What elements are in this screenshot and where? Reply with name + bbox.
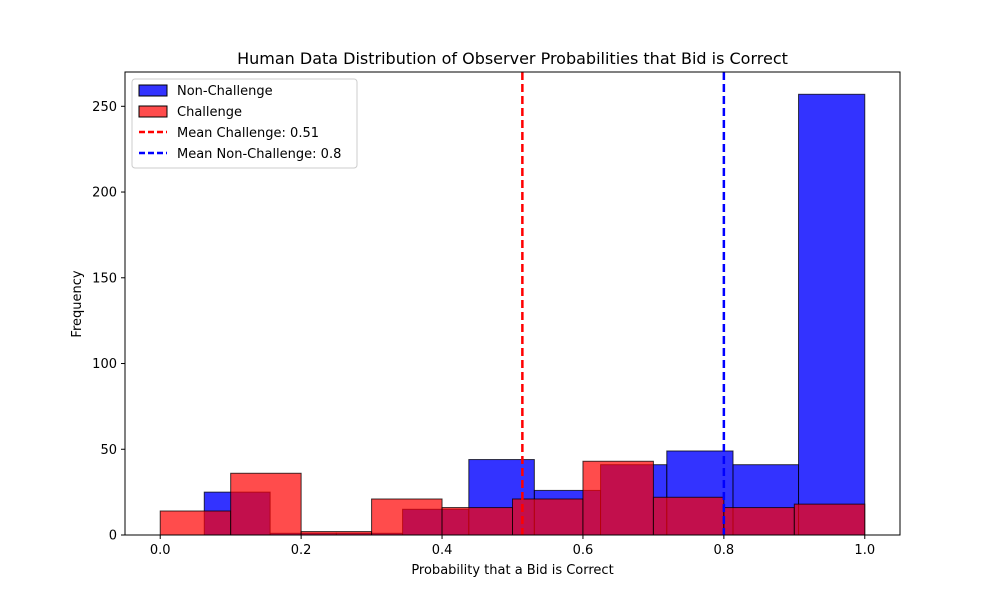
x-tick-label: 0.6 bbox=[573, 543, 594, 558]
legend: Non-Challenge Challenge Mean Challenge: … bbox=[131, 78, 358, 169]
legend-frame bbox=[131, 78, 358, 169]
x-tick-label: 0.8 bbox=[714, 543, 735, 558]
x-tick-label: 0.4 bbox=[432, 543, 453, 558]
y-tick-label: 250 bbox=[92, 100, 117, 115]
bar-challenge-3 bbox=[371, 498, 443, 536]
y-tick-label: 150 bbox=[92, 271, 117, 286]
legend-swatch-challenge bbox=[138, 105, 168, 118]
bar-challenge-7 bbox=[652, 496, 725, 536]
y-tick-label: 100 bbox=[92, 357, 117, 372]
plot-area bbox=[159, 72, 866, 536]
x-tick-label: 0.2 bbox=[291, 543, 312, 558]
x-tick-label: 1.0 bbox=[854, 543, 875, 558]
bar-challenge-0 bbox=[159, 510, 232, 536]
bar-challenge-2 bbox=[300, 531, 373, 536]
x-axis-label: Probability that a Bid is Correct bbox=[411, 563, 613, 578]
legend-label-mean-challenge: Mean Challenge: 0.51 bbox=[177, 126, 319, 141]
bar-challenge-1 bbox=[230, 472, 302, 536]
bar-challenge-4 bbox=[441, 507, 513, 536]
bar-non-challenge-9 bbox=[798, 93, 866, 536]
series-challenge bbox=[159, 460, 866, 536]
legend-swatch-non-challenge bbox=[138, 84, 168, 97]
y-tick-label: 0 bbox=[109, 529, 117, 544]
y-axis: 0 50 100 150 200 250 bbox=[92, 100, 125, 544]
legend-label-mean-non-challenge: Mean Non-Challenge: 0.8 bbox=[177, 147, 341, 162]
legend-label-non-challenge: Non-Challenge bbox=[177, 84, 273, 99]
y-tick-label: 200 bbox=[92, 186, 117, 201]
x-tick-label: 0.0 bbox=[150, 543, 171, 558]
bar-challenge-9 bbox=[793, 503, 866, 536]
bar-challenge-6 bbox=[582, 460, 654, 536]
plot-frame bbox=[124, 71, 901, 536]
y-axis-label: Frequency bbox=[70, 270, 85, 337]
bar-challenge-8 bbox=[723, 507, 795, 536]
chart-title: Human Data Distribution of Observer Prob… bbox=[237, 49, 788, 68]
legend-label-challenge: Challenge bbox=[177, 105, 242, 120]
x-axis: 0.0 0.2 0.4 0.6 0.8 1.0 bbox=[150, 535, 875, 558]
y-tick-label: 50 bbox=[100, 443, 117, 458]
